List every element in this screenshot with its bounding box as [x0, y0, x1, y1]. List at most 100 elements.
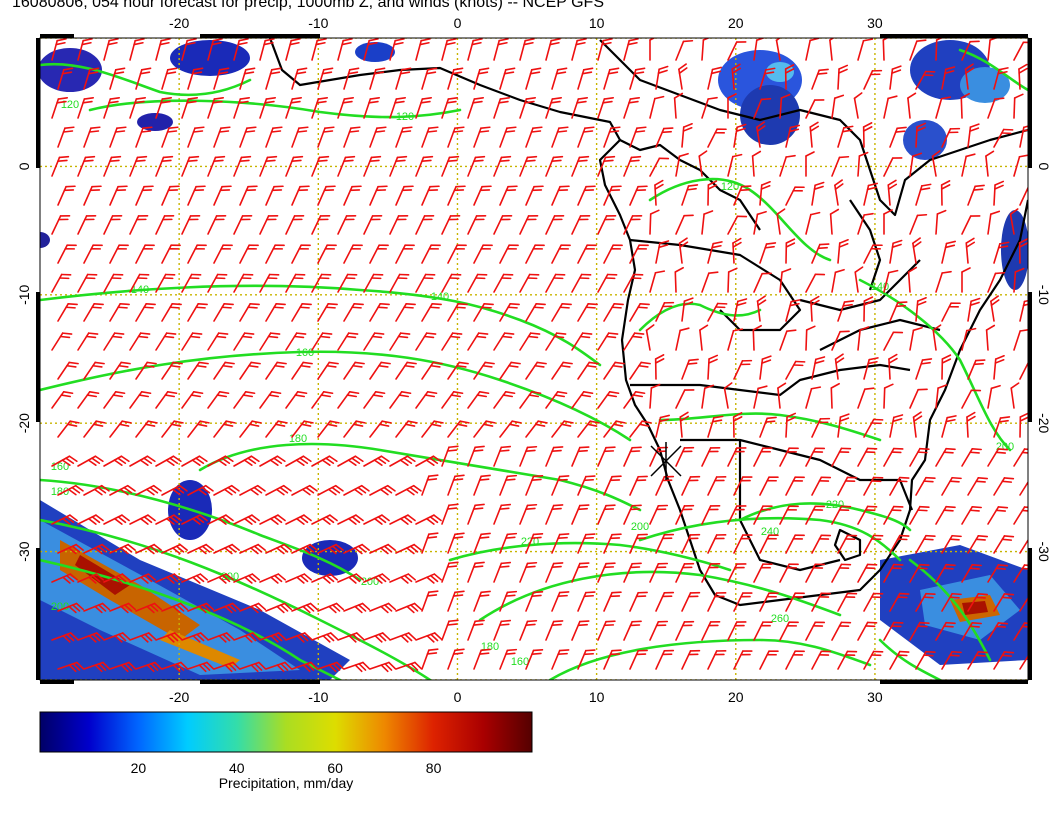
wind-barb: [701, 384, 715, 409]
wind-barb: [759, 476, 779, 496]
wind-barb: [811, 243, 830, 264]
wind-barb: [883, 209, 893, 235]
wind-barb: [285, 332, 307, 351]
coastlines-and-borders: [268, 38, 1028, 607]
wind-barb: [679, 411, 690, 438]
wind-barb: [655, 649, 675, 670]
wind-barb: [830, 382, 840, 409]
wind-barb: [837, 534, 858, 554]
wind-barb: [889, 476, 910, 496]
wind-barb: [645, 324, 655, 351]
lon-tick-label: -10: [308, 689, 328, 705]
wind-barb: [57, 484, 84, 496]
wind-barb: [759, 592, 779, 612]
wind-barb: [181, 390, 204, 409]
wind-barb: [829, 208, 840, 235]
wind-barb: [649, 270, 666, 293]
colorbar-tick-label: 40: [229, 760, 245, 776]
wind-barb: [493, 155, 512, 177]
wind-barb: [863, 650, 884, 670]
wind-barb: [415, 632, 443, 643]
wind-barb: [519, 96, 536, 119]
wind-barb: [467, 619, 485, 641]
wind-barb: [291, 302, 312, 322]
wind-barb: [161, 185, 180, 206]
wind-barb: [961, 153, 976, 177]
wind-barb: [649, 620, 669, 641]
wind-barb: [577, 67, 594, 90]
wind-barb: [629, 67, 646, 90]
wind-barb: [909, 152, 923, 177]
wind-barb: [337, 214, 357, 235]
wind-barb: [753, 385, 768, 409]
wind-barb: [623, 155, 642, 177]
wind-barb: [961, 622, 982, 641]
wind-barb: [369, 302, 390, 322]
wind-barb: [291, 67, 308, 90]
wind-barb: [571, 96, 588, 119]
wind-barb: [259, 455, 286, 467]
wind-barb: [863, 357, 879, 380]
wind-barb: [545, 446, 564, 467]
contour-label: 200: [631, 521, 649, 533]
wind-barb: [135, 67, 152, 90]
wind-barb: [654, 354, 665, 380]
wind-barb: [57, 420, 80, 438]
wind-barb: [265, 185, 284, 206]
colorbar-label: Precipitation, mm/day: [218, 775, 354, 791]
wind-barb: [1019, 185, 1028, 206]
lon-tick-label: 0: [454, 15, 462, 31]
wind-barb: [135, 661, 163, 673]
wind-barb: [519, 619, 538, 641]
wind-barb: [369, 126, 387, 148]
wind-barb: [727, 153, 743, 177]
wind-barb: [207, 573, 235, 584]
wind-barb: [499, 474, 518, 496]
wind-barb: [831, 563, 852, 583]
wind-barb: [571, 214, 591, 235]
wind-barb: [883, 505, 904, 525]
wind-barb: [51, 38, 67, 61]
wind-barb: [135, 484, 162, 496]
wind-barb: [597, 504, 616, 525]
wind-barb: [161, 602, 189, 614]
wind-barb: [811, 181, 825, 206]
wind-barb: [935, 96, 952, 119]
wind-barb: [51, 332, 73, 351]
precip-colorbar: [39, 711, 533, 753]
wind-barb: [395, 126, 413, 148]
wind-barb: [265, 420, 288, 438]
wind-barb: [597, 38, 613, 61]
wind-barb: [77, 38, 93, 61]
wind-barb: [441, 96, 458, 119]
wind-barb: [467, 503, 485, 525]
wind-barb: [103, 514, 130, 525]
wind-barb: [882, 38, 892, 61]
wind-barb: [571, 155, 590, 177]
wind-barb: [940, 180, 951, 206]
wind-barb: [883, 447, 904, 467]
wind-barb: [181, 214, 201, 235]
wind-barb: [285, 214, 305, 235]
wind-barb: [187, 185, 206, 206]
wind-barb: [701, 38, 713, 61]
wind-barb: [369, 420, 392, 438]
wind-barb: [233, 332, 255, 351]
wind-barb: [727, 505, 747, 525]
wind-barb: [960, 92, 970, 119]
wind-barb: [649, 38, 656, 61]
wind-barb: [291, 185, 310, 206]
colorbar-tick-label: 20: [130, 760, 147, 776]
wind-barb: [753, 621, 773, 641]
wind-barb: [675, 39, 694, 61]
wind-barb: [915, 534, 936, 554]
wind-barb: [187, 244, 207, 264]
wind-barb: [415, 514, 442, 525]
wind-barb: [155, 273, 176, 293]
wind-barb: [337, 390, 360, 409]
wind-barb: [421, 648, 439, 670]
wind-barb: [785, 299, 801, 322]
wind-barb: [135, 126, 153, 148]
wind-barb: [363, 573, 391, 584]
wind-barb: [961, 327, 977, 351]
